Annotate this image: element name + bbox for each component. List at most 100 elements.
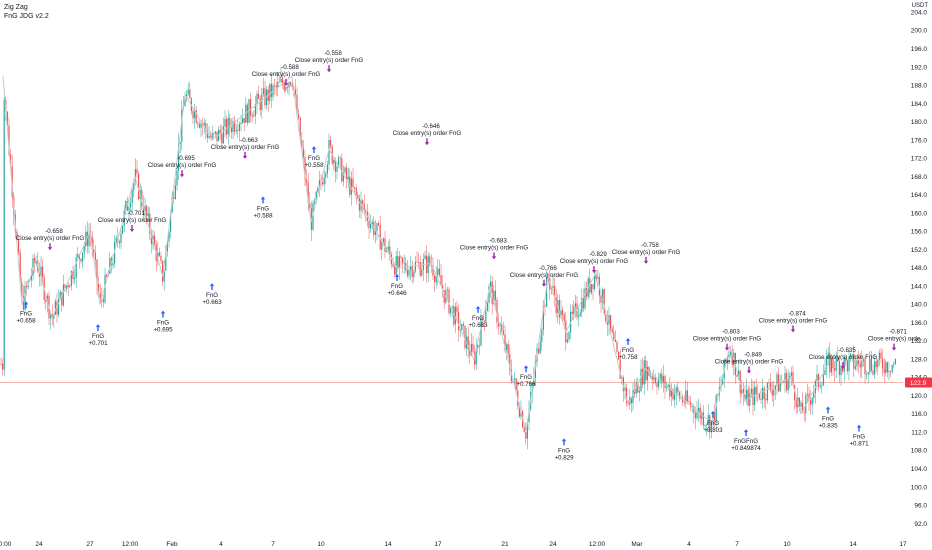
candle [243, 117, 245, 132]
price-tick-label: 132.0 [911, 338, 928, 345]
candle [198, 120, 200, 129]
entry-marker[interactable]: FnG+0.646 [387, 273, 407, 297]
up-arrow-icon [856, 424, 862, 432]
candle [446, 286, 448, 301]
candle [80, 258, 82, 264]
candle [267, 86, 269, 112]
candle [363, 194, 365, 216]
price-tick-label: 180.0 [911, 119, 928, 126]
candle [698, 398, 700, 422]
exit-marker[interactable]: Close entry(s) order FnG-0.758 [612, 242, 681, 264]
candle [387, 240, 389, 253]
exit-marker[interactable]: Close entry(s) orde-0.871 [868, 329, 921, 351]
time-tick-label: 27 [86, 541, 94, 548]
exit-marker[interactable]: Close entry(s) order FnG-0.558 [295, 50, 364, 73]
candle [806, 383, 808, 404]
candle [173, 191, 175, 205]
candle [384, 231, 386, 259]
candle [507, 339, 509, 361]
candle [773, 381, 775, 407]
candle [816, 364, 818, 390]
down-arrow-icon [491, 252, 497, 260]
candle [254, 95, 256, 124]
entry-value: +0.871 [849, 441, 869, 448]
entry-value: +0.829 [554, 454, 574, 461]
exit-marker[interactable]: Close entry(s) order FnG-0.803 [693, 329, 762, 351]
entry-marker[interactable]: FnGFnG+0.849874 [731, 429, 761, 452]
candle [749, 386, 751, 413]
legend-strategy[interactable]: FnG JDG v2.2 [4, 13, 49, 20]
candle [154, 231, 156, 246]
candle [885, 359, 887, 377]
exit-value: -0.758 [641, 242, 659, 249]
price-axis[interactable]: 92.0 96.0 100.0 104.0 108.0 112.0 116.0 120.0 12… [911, 9, 928, 527]
entry-label: FnG [558, 447, 570, 454]
entry-marker[interactable]: FnG+0.701 [88, 324, 108, 347]
candle [118, 239, 120, 249]
time-axis[interactable]: 0:00 24 27 12:00 Feb 4 7 10 14 17 21 24 12:00 Mar 4 7 10… [0, 541, 907, 548]
exit-value: -0.766 [539, 265, 557, 272]
exit-label: Close entry(s) order FnG [759, 317, 828, 324]
exit-marker[interactable]: Close entry(s) order FnG-0.695 [148, 155, 217, 178]
candle [762, 378, 764, 409]
entry-marker[interactable]: FnG+0.658 [16, 301, 36, 324]
exit-label: Close entry(s) order FnG [211, 144, 280, 151]
candle [251, 112, 253, 123]
legend-zigzag[interactable]: Zig Zag [4, 4, 28, 11]
candle [408, 267, 410, 280]
candle [301, 132, 303, 151]
candle [96, 258, 98, 296]
entry-marker[interactable]: FnG+0.766 [516, 365, 536, 388]
candle [528, 400, 530, 431]
candle [877, 359, 879, 375]
entry-marker[interactable]: FnG+0.663 [202, 283, 222, 306]
exit-marker[interactable]: Close entry(s) order FnG-0.835 [809, 347, 878, 369]
candle [870, 350, 872, 373]
candle [576, 295, 578, 321]
candle [869, 351, 871, 376]
exit-marker[interactable]: Close entry(s) order FnG-0.683 [460, 237, 529, 260]
exit-marker[interactable]: Close entry(s) order FnG-0.646 [393, 123, 462, 146]
candle [784, 365, 786, 393]
candle [600, 294, 602, 313]
exit-marker[interactable]: Close entry(s) order FnG-0.588 [252, 64, 321, 86]
entry-marker[interactable]: FnG+0.588 [253, 196, 273, 219]
exit-label: Close entry(s) order FnG [98, 217, 167, 224]
candle [402, 257, 404, 274]
exit-value: -0.701 [127, 210, 145, 217]
exit-marker[interactable]: Close entry(s) order FnG-0.829 [560, 251, 629, 274]
candle [525, 422, 527, 445]
exit-marker[interactable]: Close entry(s) order FnG-0.766 [510, 265, 579, 287]
down-arrow-icon [242, 151, 248, 159]
entry-value: +0.588 [253, 212, 273, 219]
entry-marker[interactable]: FnG+0.871 [849, 424, 869, 448]
candle [674, 384, 676, 408]
candle [654, 373, 656, 386]
entry-marker[interactable]: FnG+0.835 [818, 406, 838, 429]
entry-marker[interactable]: FnG+0.558 [304, 146, 324, 169]
time-tick-label: 7 [735, 541, 739, 548]
entry-label: FnG [520, 374, 532, 381]
entry-marker[interactable]: FnG+0.803 [703, 410, 723, 434]
exit-marker[interactable]: Close entry(s) order FnG-0.663 [211, 137, 280, 159]
exit-marker[interactable]: Close entry(s) order FnG-0.874 [759, 310, 828, 333]
entry-marker[interactable]: FnG+0.695 [153, 310, 173, 333]
entry-label: FnG [206, 292, 218, 299]
candle [682, 394, 684, 406]
zigzag-line [2, 75, 829, 433]
exit-value: -0.658 [45, 228, 63, 235]
exit-marker[interactable]: Close entry(s) order FnG-0.701 [98, 210, 167, 232]
candle [509, 344, 511, 376]
candle [886, 361, 888, 378]
candle [346, 162, 348, 189]
candle [3, 90, 5, 377]
entry-marker[interactable]: FnG+0.829 [554, 438, 574, 461]
exit-marker[interactable]: Close entry(s) order FnG-0.658 [16, 228, 85, 251]
candle [187, 82, 189, 96]
candle [294, 78, 296, 100]
exit-marker[interactable]: Close entry(s) order FnG-0.849 [715, 352, 784, 374]
entry-marker[interactable]: FnG+0.758 [618, 337, 638, 361]
entry-marker[interactable]: FnG+0.683 [468, 305, 488, 329]
candle [862, 356, 864, 367]
